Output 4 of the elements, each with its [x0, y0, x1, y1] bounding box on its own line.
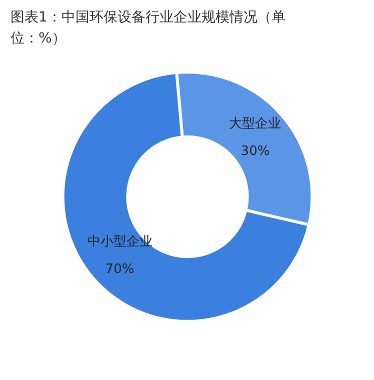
slice-label: 大型企业	[229, 116, 282, 132]
chart-title: 图表1：中国环保设备行业企业规模情况（单位：%）	[10, 9, 286, 46]
data-label: 70%	[105, 262, 134, 278]
data-label: 30%	[240, 144, 270, 159]
